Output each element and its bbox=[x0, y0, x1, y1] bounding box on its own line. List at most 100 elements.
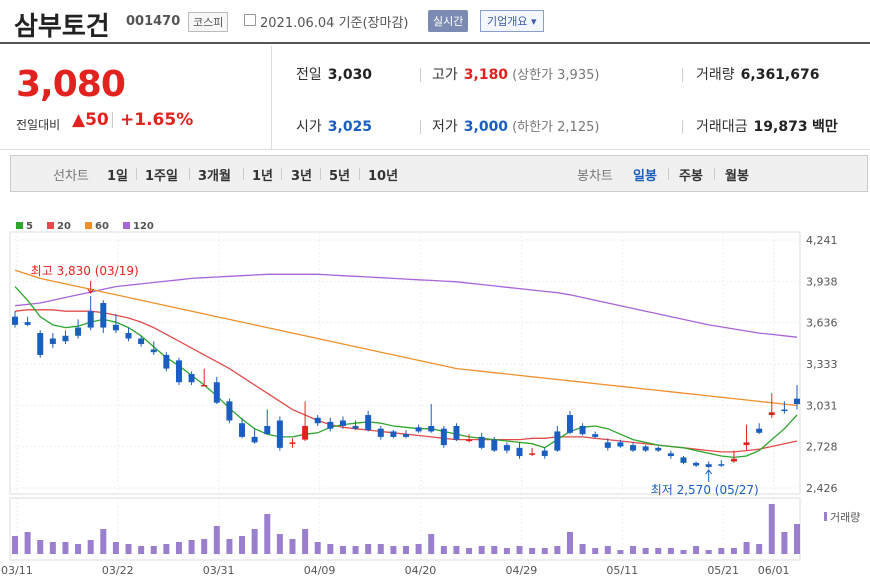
divider bbox=[243, 168, 244, 180]
candle-body bbox=[440, 428, 447, 446]
volume-bar bbox=[403, 546, 409, 554]
candle-body bbox=[642, 446, 649, 451]
volume-bar bbox=[541, 548, 548, 554]
tab-3year[interactable]: 3년 bbox=[291, 169, 313, 184]
candle-body bbox=[503, 445, 510, 451]
tab-1week[interactable]: 1주일 bbox=[145, 169, 178, 184]
corp-info-dropdown[interactable]: 기업개요 ▾ bbox=[480, 10, 544, 32]
candle-body bbox=[377, 428, 384, 437]
stock-code: 001470 bbox=[126, 14, 181, 29]
market-badge: 코스피 bbox=[188, 12, 229, 32]
volume-bar bbox=[655, 548, 662, 554]
candle-body bbox=[579, 425, 586, 435]
candle-body bbox=[264, 425, 271, 435]
low-label: 저가 bbox=[432, 119, 458, 135]
candle-body bbox=[125, 333, 132, 339]
volume-bar bbox=[87, 540, 94, 554]
divider bbox=[320, 168, 321, 180]
volume-bar bbox=[339, 546, 346, 554]
candle-body bbox=[239, 423, 246, 437]
open-label: 시가 bbox=[296, 119, 322, 135]
volume-bar bbox=[251, 529, 258, 554]
volume-bar bbox=[768, 504, 775, 554]
volume-value: 6,361,676 bbox=[740, 67, 820, 83]
candle-body bbox=[276, 420, 283, 448]
divider bbox=[359, 168, 360, 180]
volume-bar bbox=[150, 546, 157, 554]
chevron-down-icon: ▾ bbox=[530, 15, 537, 28]
candle-body bbox=[743, 442, 750, 446]
amount-unit: 백만 bbox=[812, 119, 838, 135]
open-price: 시가 3,025 bbox=[296, 116, 372, 136]
chart-tabs: 선차트 1일 1주일 3개월 1년 3년 5년 10년 봉차트 일봉 주봉 월봉 bbox=[10, 155, 868, 192]
volume-bar bbox=[264, 514, 271, 554]
candle-body bbox=[617, 442, 624, 447]
candle-body bbox=[680, 457, 687, 463]
volume-bar bbox=[642, 548, 649, 554]
volume-bar bbox=[377, 544, 384, 554]
tab-1day[interactable]: 1일 bbox=[107, 169, 129, 184]
low-annotation: 최저 2,570 (05/27) bbox=[651, 483, 759, 497]
candle-chart-label[interactable]: 봉차트 bbox=[577, 169, 613, 184]
candle-body bbox=[352, 425, 359, 429]
volume-bar bbox=[302, 529, 309, 554]
candle-body bbox=[327, 421, 334, 429]
volume-bar bbox=[37, 540, 44, 554]
tab-daily[interactable]: 일봉 bbox=[633, 169, 657, 184]
volume-bar bbox=[453, 546, 460, 554]
volume-bar bbox=[604, 546, 611, 554]
candle-body bbox=[478, 436, 485, 448]
volume-bar bbox=[730, 548, 737, 554]
volume-bar bbox=[49, 542, 56, 554]
tab-weekly[interactable]: 주봉 bbox=[679, 169, 703, 184]
candle-body bbox=[794, 398, 800, 405]
divider bbox=[281, 168, 282, 180]
volume-bar bbox=[188, 540, 195, 554]
prev-close-value: 3,030 bbox=[327, 67, 373, 83]
volume-bar bbox=[276, 534, 283, 554]
y-tick-label: 2,426 bbox=[806, 482, 838, 495]
high-annotation: 최고 3,830 (03/19) bbox=[31, 264, 139, 278]
realtime-button[interactable]: 실시간 bbox=[428, 10, 469, 32]
line-chart-label[interactable]: 선차트 bbox=[53, 169, 89, 184]
tab-10year[interactable]: 10년 bbox=[368, 169, 399, 184]
candle-body bbox=[251, 436, 258, 443]
change-amount: 50 bbox=[85, 110, 109, 130]
stock-header: 삼부토건 001470 코스피 2021.06.04 기준(장마감) 실시간 기… bbox=[0, 0, 870, 44]
tab-5year[interactable]: 5년 bbox=[329, 169, 351, 184]
volume-bar bbox=[466, 548, 473, 554]
lower-limit: (하한가 2,125) bbox=[512, 120, 600, 135]
candle-body bbox=[112, 324, 119, 331]
candle-body bbox=[201, 384, 208, 387]
volume-bar bbox=[592, 548, 599, 554]
high-label: 고가 bbox=[432, 67, 458, 83]
volume-bar bbox=[516, 546, 523, 554]
legend-label: 20 bbox=[57, 221, 71, 232]
legend-label: 60 bbox=[95, 221, 109, 232]
volume-bar bbox=[428, 534, 435, 554]
tab-3month[interactable]: 3개월 bbox=[198, 169, 231, 184]
current-price: 3,080 bbox=[16, 64, 126, 105]
date-text: 2021.06.04 기준(장마감) bbox=[260, 16, 409, 31]
tab-1year[interactable]: 1년 bbox=[252, 169, 274, 184]
candle-body bbox=[226, 401, 233, 421]
candle-body bbox=[781, 409, 788, 412]
x-tick-label: 06/01 bbox=[758, 564, 790, 577]
up-arrow-icon: ▲ bbox=[72, 110, 86, 130]
volume-bar bbox=[680, 550, 687, 554]
y-tick-label: 2,728 bbox=[806, 441, 838, 454]
candle-body bbox=[756, 428, 763, 433]
tab-monthly[interactable]: 월봉 bbox=[725, 169, 749, 184]
volume-bar bbox=[503, 548, 510, 554]
volume-legend-swatch bbox=[824, 512, 827, 521]
low-arrow-icon bbox=[705, 469, 713, 482]
prev-close-label: 전일 bbox=[296, 67, 322, 83]
y-tick-label: 3,333 bbox=[806, 358, 838, 371]
candle-body bbox=[541, 450, 548, 457]
y-tick-label: 3,938 bbox=[806, 275, 838, 288]
candle-body bbox=[49, 338, 56, 344]
candle-body bbox=[365, 415, 372, 431]
candle-body bbox=[175, 360, 182, 383]
candle-body bbox=[655, 447, 662, 451]
